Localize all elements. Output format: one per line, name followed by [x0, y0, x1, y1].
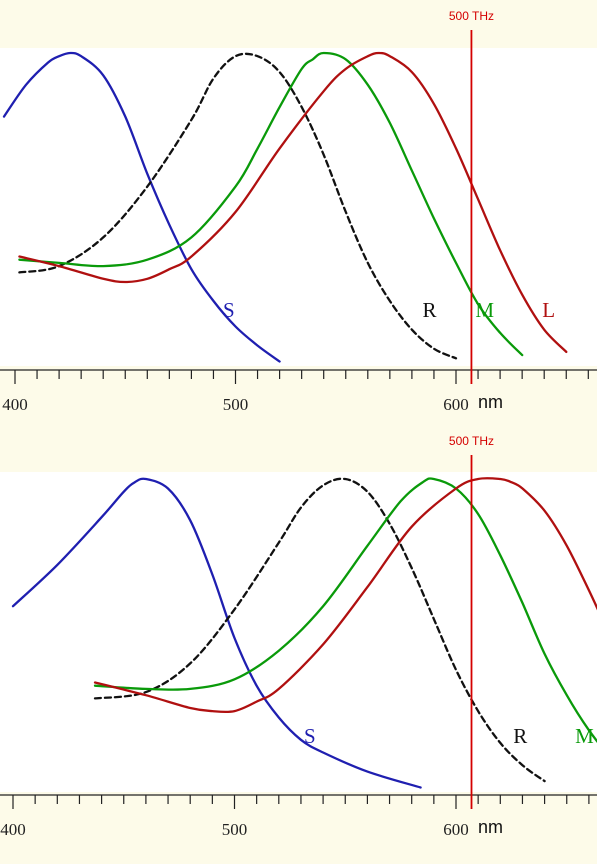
series-label-m: M — [475, 298, 494, 322]
series-line-m — [93, 477, 597, 744]
marker-label: 500 THz — [449, 434, 494, 448]
series-label-m: M — [575, 724, 594, 748]
series-label-l: L — [542, 298, 555, 322]
x-tick-label: 400 — [0, 820, 26, 839]
series-line-s — [2, 51, 281, 363]
series-label-r: R — [513, 724, 527, 748]
chart-panel-top: 400500600700nmSRML500 THz — [0, 9, 597, 414]
series-line-l — [93, 477, 597, 714]
x-tick-label: 500 — [223, 395, 249, 414]
series-label-r: R — [423, 298, 437, 322]
plot-band — [0, 48, 597, 366]
series-label-s: S — [223, 298, 235, 322]
x-tick-label: 500 — [222, 820, 248, 839]
series-label-s: S — [304, 724, 316, 748]
x-axis-unit-label: nm — [478, 392, 503, 412]
series-line-r — [93, 477, 546, 783]
series-line-m — [18, 51, 524, 357]
marker-label: 500 THz — [449, 9, 494, 23]
x-tick-label: 600 — [443, 395, 469, 414]
series-line-l — [18, 51, 568, 354]
x-axis-unit-label: nm — [478, 817, 503, 837]
x-tick-label: 600 — [443, 820, 469, 839]
chart-panel-bottom: 400500600700nmSRML500 THz — [0, 434, 597, 839]
series-line-s — [11, 477, 422, 789]
series-line-r — [18, 52, 458, 360]
x-tick-label: 400 — [2, 395, 28, 414]
